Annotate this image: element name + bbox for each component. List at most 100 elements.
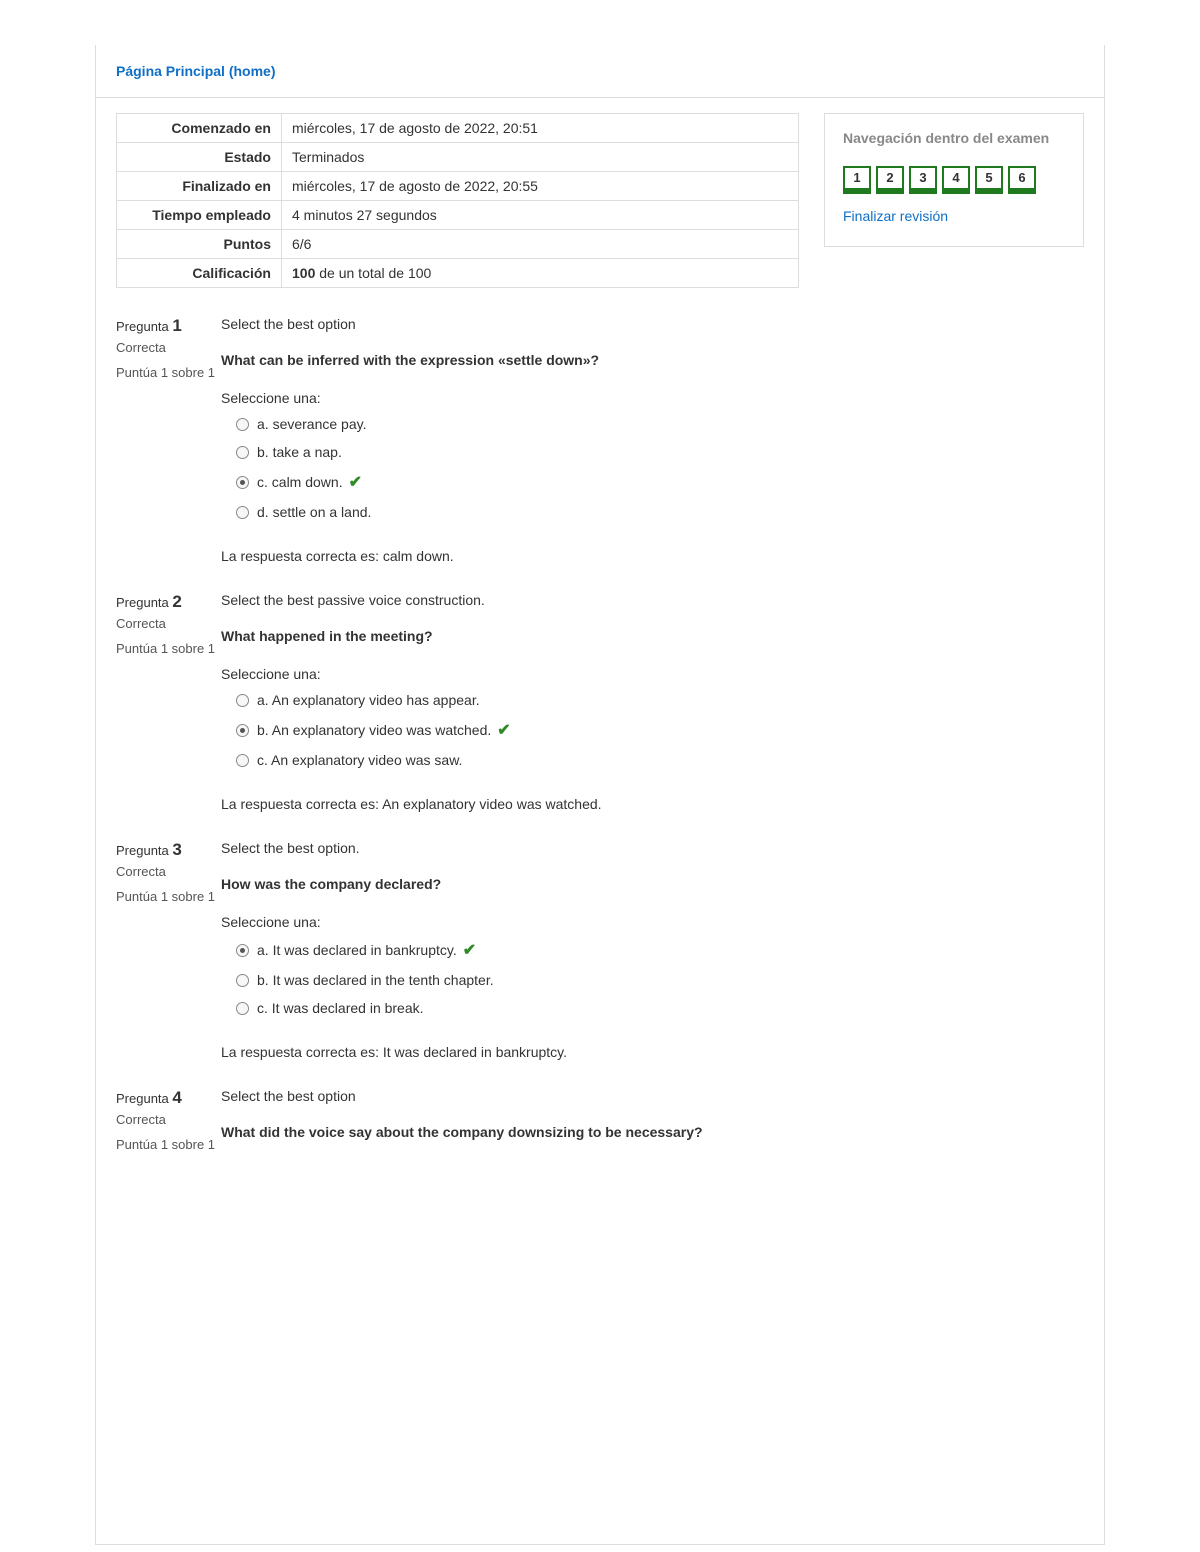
option-row[interactable]: c. An explanatory video was saw. [236,752,799,768]
option-row[interactable]: d. settle on a land. [236,504,799,520]
question-grade: Puntúa 1 sobre 1 [116,889,221,904]
question-title: Pregunta 2 [116,592,221,612]
question-stem: What happened in the meeting? [221,628,799,644]
question-body: Select the best option. How was the compa… [221,840,799,1060]
radio-icon[interactable] [236,506,249,519]
breadcrumb-home-link[interactable]: Página Principal (home) [116,63,275,79]
question-instruction: Select the best passive voice constructi… [221,592,799,608]
option-label: a. An explanatory video has appear. [257,692,480,708]
question-info: Pregunta 4 Correcta Puntúa 1 sobre 1 [116,1088,221,1162]
nav-grid: 123456 [843,166,1065,194]
question-state: Correcta [116,864,221,879]
option-row[interactable]: a. An explanatory video has appear. [236,692,799,708]
option-label: c. An explanatory video was saw. [257,752,462,768]
correct-answer-feedback: La respuesta correcta es: An explanatory… [221,796,799,812]
radio-icon[interactable] [236,694,249,707]
finish-review-link[interactable]: Finalizar revisión [843,208,948,224]
correct-answer-feedback: La respuesta correcta es: It was declare… [221,1044,799,1060]
question-title: Pregunta 4 [116,1088,221,1108]
question-stem: What can be inferred with the expression… [221,352,799,368]
question-title: Pregunta 1 [116,316,221,336]
question-title: Pregunta 3 [116,840,221,860]
options-list: a. An explanatory video has appear. b. An… [221,692,799,768]
question-body: Select the best option What did the voice… [221,1088,799,1162]
radio-icon[interactable] [236,1002,249,1015]
question-instruction: Select the best option [221,1088,799,1104]
table-row: Finalizado en miércoles, 17 de agosto de… [117,172,799,201]
nav-question-4[interactable]: 4 [942,166,970,194]
option-label: c. It was declared in break. [257,1000,424,1016]
radio-icon[interactable] [236,446,249,459]
select-one-prompt: Seleccione una: [221,666,799,682]
nav-question-5[interactable]: 5 [975,166,1003,194]
question-body: Select the best option What can be inferr… [221,316,799,564]
nav-question-6[interactable]: 6 [1008,166,1036,194]
option-label: d. settle on a land. [257,504,371,520]
select-one-prompt: Seleccione una: [221,390,799,406]
option-label: b. An explanatory video was watched. [257,722,491,738]
question-stem: How was the company declared? [221,876,799,892]
question-grade: Puntúa 1 sobre 1 [116,1137,221,1152]
select-one-prompt: Seleccione una: [221,914,799,930]
check-icon: ✔ [463,940,476,960]
radio-icon[interactable] [236,476,249,489]
radio-icon[interactable] [236,974,249,987]
option-label: c. calm down. [257,474,343,490]
summary-value: Terminados [282,143,799,172]
option-row[interactable]: a. It was declared in bankruptcy. ✔ [236,940,799,960]
nav-title: Navegación dentro del examen [843,130,1065,146]
option-row[interactable]: c. calm down.✔ [236,472,799,492]
summary-label: Finalizado en [117,172,282,201]
grade-rest: de un total de 100 [315,265,431,281]
nav-question-1[interactable]: 1 [843,166,871,194]
question-info: Pregunta 1 Correcta Puntúa 1 sobre 1 [116,316,221,564]
question-info: Pregunta 2CorrectaPuntúa 1 sobre 1 [116,592,221,812]
quiz-navigation-card: Navegación dentro del examen 123456 Fina… [824,113,1084,247]
option-label: a. severance pay. [257,416,366,432]
question-block: Pregunta 3CorrectaPuntúa 1 sobre 1Select… [116,840,799,1060]
option-row[interactable]: a. severance pay. [236,416,799,432]
table-row: Tiempo empleado 4 minutos 27 segundos [117,201,799,230]
summary-label: Estado [117,143,282,172]
table-row: Estado Terminados [117,143,799,172]
question-instruction: Select the best option. [221,840,799,856]
summary-value: 6/6 [282,230,799,259]
option-label: a. It was declared in bankruptcy. [257,942,457,958]
question-info: Pregunta 3 Correcta Puntúa 1 sobre 1 [116,840,221,1060]
summary-value: 4 minutos 27 segundos [282,201,799,230]
option-row[interactable]: c. It was declared in break. [236,1000,799,1016]
main-column: Comenzado en miércoles, 17 de agosto de … [116,113,799,1162]
nav-question-2[interactable]: 2 [876,166,904,194]
question-body: Select the best passive voice constructi… [221,592,799,812]
summary-label: Puntos [117,230,282,259]
breadcrumb: Página Principal (home) [96,45,1104,98]
summary-value: miércoles, 17 de agosto de 2022, 20:55 [282,172,799,201]
radio-icon[interactable] [236,724,249,737]
correct-answer-feedback: La respuesta correcta es: calm down. [221,548,799,564]
option-row[interactable]: b. It was declared in the tenth chapter. [236,972,799,988]
radio-icon[interactable] [236,944,249,957]
nav-question-3[interactable]: 3 [909,166,937,194]
question-state: Correcta [116,616,221,631]
question-instruction: Select the best option [221,316,799,332]
attempt-summary-table: Comenzado en miércoles, 17 de agosto de … [116,113,799,288]
table-row: Calificación 100 de un total de 100 [117,259,799,288]
question-block: Pregunta 1CorrectaPuntúa 1 sobre 1Select… [116,316,799,564]
table-row: Puntos 6/6 [117,230,799,259]
question-state: Correcta [116,1112,221,1127]
summary-label: Calificación [117,259,282,288]
question-state: Correcta [116,340,221,355]
option-row[interactable]: b. An explanatory video was watched.✔ [236,720,799,740]
option-row[interactable]: b. take a nap. [236,444,799,460]
question-grade: Puntúa 1 sobre 1 [116,365,221,380]
option-label: b. take a nap. [257,444,342,460]
radio-icon[interactable] [236,418,249,431]
radio-icon[interactable] [236,754,249,767]
question-stem: What did the voice say about the company… [221,1124,799,1140]
options-list: a. It was declared in bankruptcy. ✔ b. It … [221,940,799,1016]
summary-label: Tiempo empleado [117,201,282,230]
summary-label: Comenzado en [117,114,282,143]
options-list: a. severance pay. b. take a nap. c. calm d… [221,416,799,520]
grade-score: 100 [292,265,315,281]
question-block: Pregunta 4CorrectaPuntúa 1 sobre 1Select… [116,1088,799,1162]
